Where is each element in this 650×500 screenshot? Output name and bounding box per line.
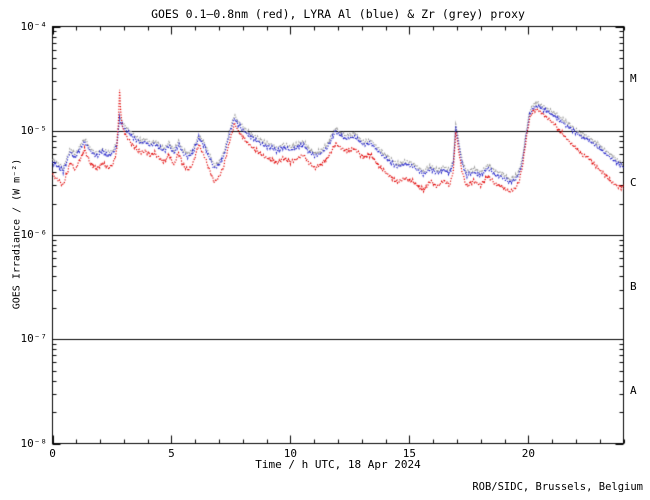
x-tick-label: 0 [49,447,56,460]
flare-class-label-c: C [630,175,637,189]
flare-class-label-b: B [630,280,637,294]
flare-class-label-m: M [630,71,637,85]
flare-class-label-a: A [630,384,637,398]
y-tick-label: 10⁻⁷ [20,332,48,346]
y-tick-label: 10⁻⁵ [20,123,48,137]
y-tick-label: 10⁻⁶ [20,228,48,241]
x-tick-label: 10 [283,447,298,460]
x-tick-label: 5 [168,447,175,460]
credit-footer: ROB/SIDC, Brussels, Belgium [472,481,643,493]
x-tick-label: 20 [521,447,535,460]
y-tick-label: 10⁻⁴ [20,19,48,33]
chart-title: GOES 0.1–0.8nm (red), LYRA Al (blue) & Z… [151,7,525,21]
x-axis-label: Time / h UTC, 18 Apr 2024 [255,458,421,471]
y-tick-label: 10⁻⁸ [20,436,48,450]
x-tick-label: 15 [402,447,416,460]
